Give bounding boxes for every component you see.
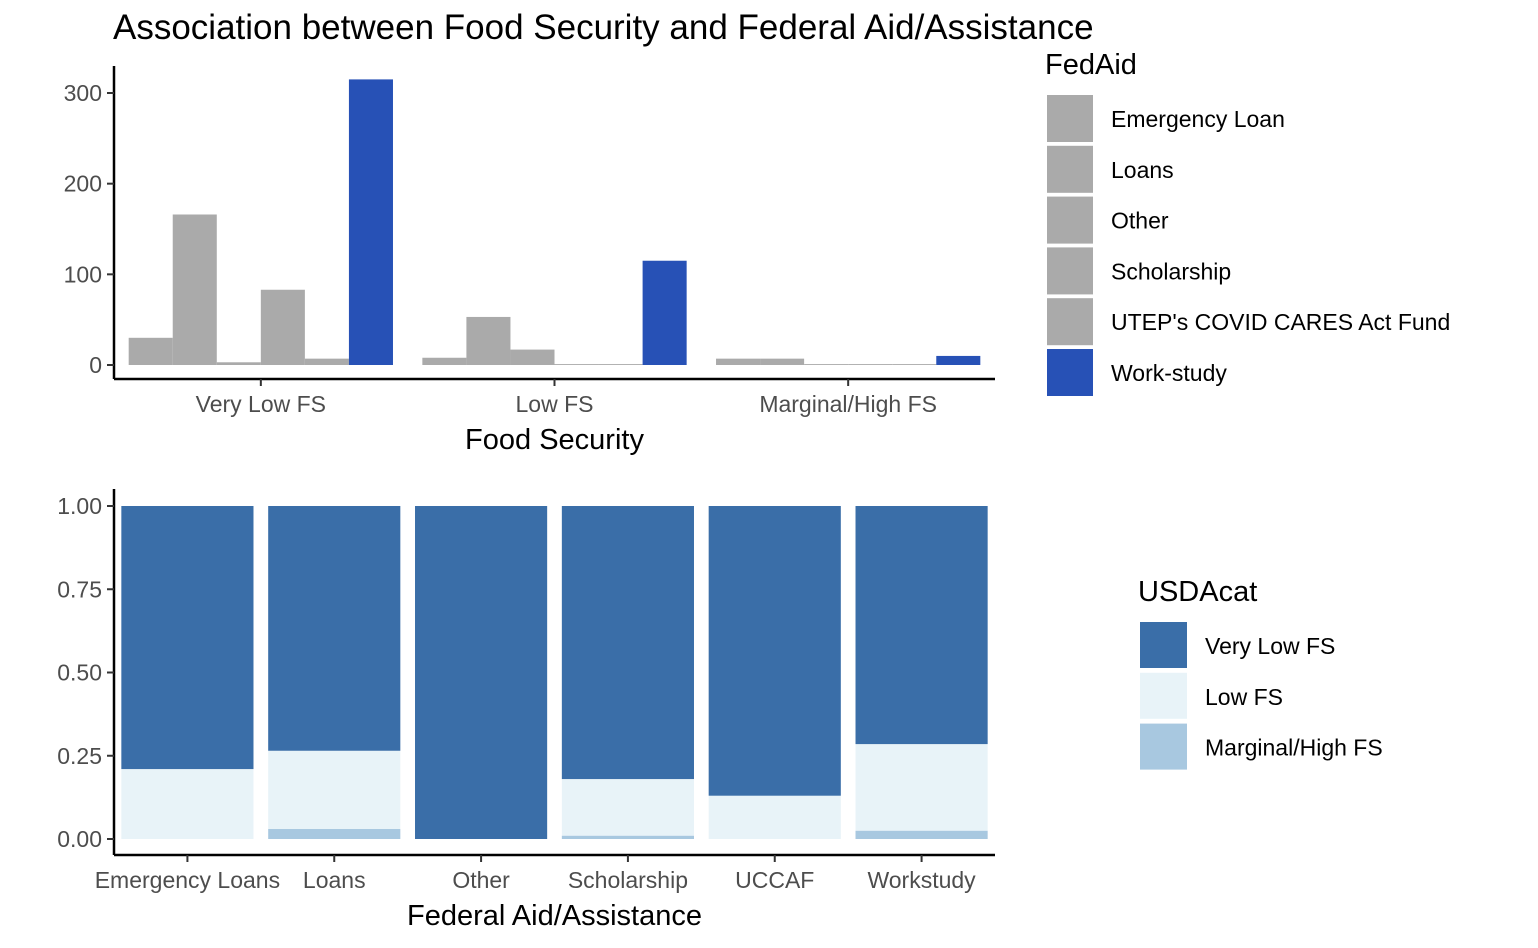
bar-low-fs-emergency-loan — [422, 357, 467, 365]
legend-key-scholarship — [1047, 247, 1093, 295]
legend-key-work-study — [1047, 349, 1093, 396]
y-tick-label: 0.50 — [57, 660, 102, 686]
x-tick-label: Loans — [303, 867, 366, 893]
legend-key-emergency-loan — [1047, 95, 1093, 142]
count-x-axis-title: Food Security — [465, 424, 644, 456]
bar-low-fs-utep-s-covid-cares-act-fund — [598, 364, 643, 365]
x-tick-label: Emergency Loans — [95, 867, 280, 893]
count-chart-axes — [112, 66, 995, 381]
legend-key-other — [1047, 196, 1093, 244]
x-tick-label: Workstudy — [867, 867, 976, 893]
bar-marginal-high-fs-work-study — [936, 355, 981, 365]
legend-label-very-low-fs: Very Low FS — [1205, 633, 1335, 659]
bar-very-low-fs-work-study — [348, 79, 393, 366]
bar-marginal-high-fs-scholarship — [848, 364, 893, 365]
y-tick-label: 1.00 — [57, 493, 102, 519]
count-bar-chart: 0 100 200 300 Very Low FS Low FS Marginal/Hig… — [64, 49, 1451, 456]
proportion-y-ticks: 0.00 0.25 0.50 0.75 1.00 — [57, 493, 114, 852]
x-tick-label: Very Low FS — [196, 391, 326, 417]
x-tick-label: Low FS — [516, 391, 594, 417]
legend-label-scholarship: Scholarship — [1111, 258, 1231, 284]
y-tick-label: 200 — [64, 171, 102, 197]
bar-scholarship-low-fs — [561, 779, 694, 836]
y-tick-label: 100 — [64, 261, 102, 287]
usdacat-legend-title: USDAcat — [1138, 576, 1257, 608]
bar-scholarship-very-low-fs — [561, 506, 694, 780]
legend-key-very-low-fs — [1140, 622, 1187, 668]
x-tick-label: Other — [452, 867, 510, 893]
bar-very-low-fs-emergency-loan — [128, 337, 173, 365]
count-bars — [128, 79, 981, 366]
x-tick-label: Marginal/High FS — [759, 391, 937, 417]
bar-low-fs-other — [510, 349, 555, 365]
y-tick-label: 300 — [64, 80, 102, 106]
bar-loans-marginal-high-fs — [268, 829, 401, 839]
bar-workstudy-low-fs — [855, 744, 988, 831]
count-y-ticks: 0 100 200 300 — [64, 80, 114, 378]
legend-key-loans — [1047, 145, 1093, 193]
bar-workstudy-very-low-fs — [855, 506, 988, 745]
x-tick-label: UCCAF — [735, 867, 814, 893]
bar-low-fs-loans — [466, 316, 511, 365]
y-tick-label: 0.75 — [57, 576, 102, 602]
legend-label-other: Other — [1111, 208, 1169, 234]
y-tick-label: 0 — [89, 352, 102, 378]
bar-very-low-fs-utep-s-covid-cares-act-fund — [304, 358, 349, 365]
chart-title: Association between Food Security and Fe… — [113, 8, 1094, 47]
legend-label-emergency-loan: Emergency Loan — [1111, 106, 1285, 132]
proportion-x-axis-title: Federal Aid/Assistance — [407, 900, 702, 932]
count-x-ticks: Very Low FS Low FS Marginal/High FS — [196, 379, 937, 417]
bar-marginal-high-fs-other — [804, 364, 849, 365]
bar-scholarship-marginal-high-fs — [561, 835, 694, 839]
bar-uccaf-very-low-fs — [708, 506, 841, 796]
fedaid-legend-title: FedAid — [1045, 49, 1137, 81]
legend-key-marginal-high-fs — [1140, 723, 1187, 770]
y-tick-label: 0.25 — [57, 743, 102, 769]
bar-very-low-fs-loans — [172, 214, 217, 365]
proportion-bars — [121, 506, 988, 839]
proportion-stacked-bar-chart: 0.00 0.25 0.50 0.75 1.00 Emergency Loans Loan… — [57, 489, 1383, 932]
bar-marginal-high-fs-loans — [760, 358, 805, 365]
bar-low-fs-work-study — [642, 260, 687, 365]
legend-label-work-study: Work-study — [1111, 360, 1227, 386]
bar-very-low-fs-other — [216, 362, 261, 365]
legend-label-loans: Loans — [1111, 157, 1174, 183]
proportion-x-ticks: Emergency Loans Loans Other Scholarship UCCA… — [95, 855, 976, 893]
x-tick-label: Scholarship — [568, 867, 688, 893]
legend-key-low-fs — [1140, 672, 1187, 719]
y-tick-label: 0.00 — [57, 826, 102, 852]
bar-marginal-high-fs-emergency-loan — [716, 358, 761, 365]
bar-emergency-loans-very-low-fs — [121, 506, 254, 770]
bar-uccaf-low-fs — [708, 795, 841, 839]
bar-emergency-loans-low-fs — [121, 769, 254, 839]
legend-key-utep-s-covid-cares-act-fund — [1047, 298, 1093, 346]
fedaid-legend: FedAid Emergency Loan Loans Other Scholarsh… — [1045, 49, 1450, 396]
legend-label-marginal-high-fs: Marginal/High FS — [1205, 735, 1383, 761]
bar-low-fs-scholarship — [554, 364, 599, 365]
bar-loans-very-low-fs — [268, 506, 401, 751]
bar-workstudy-marginal-high-fs — [855, 830, 988, 839]
bar-marginal-high-fs-utep-s-covid-cares-act-fund — [892, 364, 937, 365]
bar-loans-low-fs — [268, 750, 401, 829]
legend-label-utep-s-covid-cares-act-fund: UTEP's COVID CARES Act Fund — [1111, 309, 1450, 335]
legend-label-low-fs: Low FS — [1205, 684, 1283, 710]
usdacat-legend: USDAcat Very Low FS Low FS Marginal/High F… — [1138, 576, 1383, 770]
bar-very-low-fs-scholarship — [260, 289, 305, 365]
bar-other-very-low-fs — [415, 506, 548, 839]
